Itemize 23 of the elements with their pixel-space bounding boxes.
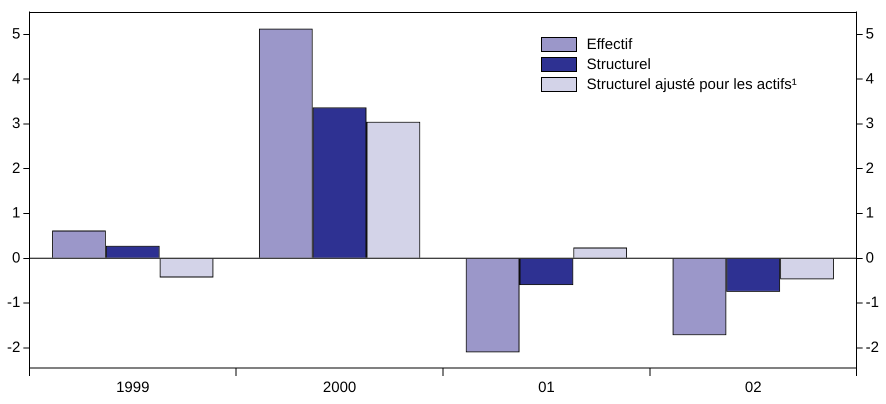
- y-tick-label: 0: [12, 249, 20, 266]
- x-tick-label: 1999: [116, 379, 150, 396]
- y-tick-label: -2: [6, 338, 20, 356]
- y2-tick-label: 1: [866, 204, 874, 222]
- y2-tick-label: 0: [866, 249, 874, 266]
- y-tick-label: -1: [6, 294, 20, 312]
- x-tick-label: 2000: [322, 379, 356, 396]
- y2-tick-label: 5: [866, 26, 874, 43]
- y2-tick-label: 2: [866, 160, 874, 177]
- y2-tick-label: 4: [866, 70, 874, 88]
- legend-label: Structurel ajusté pour les actifs¹: [586, 76, 797, 92]
- x-tick-label: 02: [744, 379, 762, 396]
- x-tick-label: 01: [538, 379, 555, 396]
- y-tick-label: 4: [12, 70, 20, 88]
- y-tick-label: 3: [12, 115, 20, 132]
- legend-label: Structurel: [586, 56, 651, 72]
- y-tick-label: 2: [12, 160, 20, 177]
- y2-tick-label: 3: [866, 115, 874, 132]
- y-tick-label: 5: [12, 26, 20, 43]
- y2-tick-label: -1: [866, 294, 880, 312]
- legend-label: Effectif: [586, 36, 632, 52]
- y-tick-label: 1: [12, 204, 20, 222]
- y2-tick-label: -2: [866, 338, 880, 356]
